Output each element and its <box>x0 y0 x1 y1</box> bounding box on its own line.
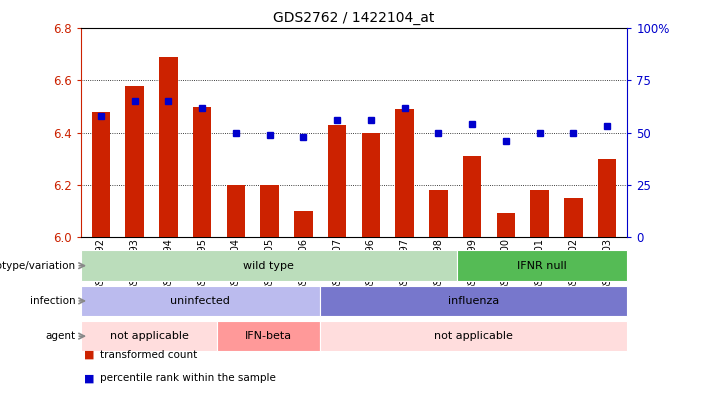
Text: ■: ■ <box>84 350 95 360</box>
Bar <box>429 190 448 237</box>
Text: agent: agent <box>46 331 76 341</box>
Bar <box>81 321 217 352</box>
Bar <box>217 321 320 352</box>
Bar <box>362 133 380 237</box>
Bar <box>496 213 515 237</box>
Bar <box>159 57 177 237</box>
Text: IFN-beta: IFN-beta <box>245 331 292 341</box>
Text: percentile rank within the sample: percentile rank within the sample <box>100 373 276 383</box>
Text: IFNR null: IFNR null <box>517 261 567 271</box>
Bar <box>226 185 245 237</box>
Bar <box>193 107 212 237</box>
Bar <box>320 286 627 316</box>
Bar <box>531 190 549 237</box>
Text: uninfected: uninfected <box>170 296 230 306</box>
Bar <box>564 198 583 237</box>
Text: ■: ■ <box>84 373 95 383</box>
Bar <box>456 250 627 281</box>
Text: influenza: influenza <box>448 296 499 306</box>
Text: not applicable: not applicable <box>109 331 189 341</box>
Bar <box>320 321 627 352</box>
Text: transformed count: transformed count <box>100 350 198 360</box>
Bar <box>260 185 279 237</box>
Text: genotype/variation: genotype/variation <box>0 261 76 271</box>
Bar <box>463 156 482 237</box>
Bar <box>92 112 110 237</box>
Bar <box>81 250 456 281</box>
Bar <box>125 86 144 237</box>
Text: infection: infection <box>30 296 76 306</box>
Title: GDS2762 / 1422104_at: GDS2762 / 1422104_at <box>273 11 435 25</box>
Bar <box>294 211 313 237</box>
Bar <box>328 125 346 237</box>
Text: not applicable: not applicable <box>434 331 513 341</box>
Text: wild type: wild type <box>243 261 294 271</box>
Bar <box>598 159 616 237</box>
Bar <box>81 286 320 316</box>
Bar <box>395 109 414 237</box>
